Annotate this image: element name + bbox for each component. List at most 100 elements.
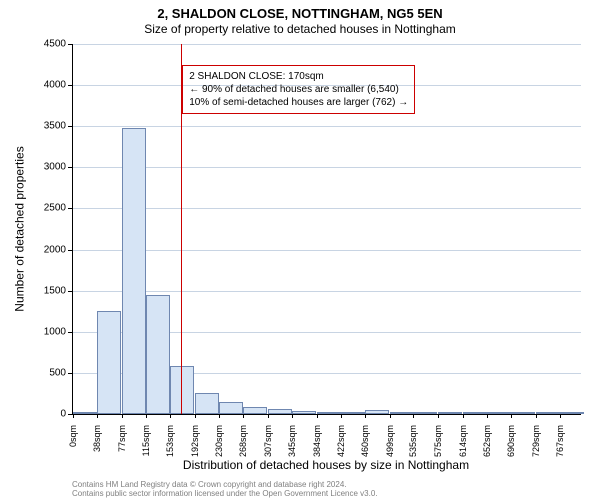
x-tick-label: 230sqm — [214, 419, 224, 457]
x-tick-label: 652sqm — [482, 419, 492, 457]
x-tick-mark — [195, 414, 196, 418]
y-tick-label: 500 — [6, 367, 66, 378]
x-tick-mark — [73, 414, 74, 418]
footer-line-1: Contains HM Land Registry data © Crown c… — [72, 480, 580, 489]
histogram-bar — [195, 393, 219, 414]
x-tick-mark — [317, 414, 318, 418]
gridline — [73, 126, 581, 127]
x-tick-label: 38sqm — [92, 419, 102, 452]
histogram-bar — [170, 366, 194, 414]
x-tick-label: 460sqm — [360, 419, 370, 457]
plot-area: 0sqm38sqm77sqm115sqm153sqm192sqm230sqm26… — [72, 44, 581, 415]
title-subtitle: Size of property relative to detached ho… — [0, 22, 600, 36]
histogram-bar — [413, 412, 437, 414]
y-tick-mark — [68, 332, 73, 333]
annotation-box: 2 SHALDON CLOSE: 170sqm← 90% of detached… — [182, 65, 415, 114]
x-tick-label: 192sqm — [190, 419, 200, 457]
annotation-line: 10% of semi-detached houses are larger (… — [189, 96, 408, 109]
x-tick-label: 614sqm — [458, 419, 468, 457]
histogram-bar — [365, 410, 389, 414]
y-tick-mark — [68, 85, 73, 86]
histogram-bar — [438, 412, 462, 414]
x-tick-mark — [390, 414, 391, 418]
histogram-bar — [268, 409, 292, 414]
x-tick-mark — [146, 414, 147, 418]
histogram-bar — [73, 412, 97, 414]
gridline — [73, 208, 581, 209]
y-tick-label: 4500 — [6, 39, 66, 50]
x-tick-mark — [97, 414, 98, 418]
histogram-bar — [122, 128, 146, 414]
x-tick-mark — [536, 414, 537, 418]
x-tick-label: 729sqm — [531, 419, 541, 457]
title-address: 2, SHALDON CLOSE, NOTTINGHAM, NG5 5EN — [0, 6, 600, 21]
histogram-bar — [536, 412, 560, 414]
y-tick-mark — [68, 126, 73, 127]
x-tick-label: 499sqm — [385, 419, 395, 457]
x-tick-mark — [219, 414, 220, 418]
gridline — [73, 250, 581, 251]
x-tick-label: 268sqm — [238, 419, 248, 457]
x-tick-label: 0sqm — [68, 419, 78, 447]
y-tick-label: 1000 — [6, 326, 66, 337]
x-tick-mark — [292, 414, 293, 418]
y-tick-mark — [68, 44, 73, 45]
annotation-line: ← 90% of detached houses are smaller (6,… — [189, 83, 408, 96]
histogram-bar — [560, 412, 584, 414]
histogram-bar — [97, 311, 121, 414]
x-tick-label: 575sqm — [433, 419, 443, 457]
y-tick-label: 3000 — [6, 162, 66, 173]
x-tick-mark — [511, 414, 512, 418]
y-tick-label: 4000 — [6, 80, 66, 91]
x-tick-mark — [365, 414, 366, 418]
x-tick-mark — [413, 414, 414, 418]
x-tick-mark — [487, 414, 488, 418]
y-tick-mark — [68, 250, 73, 251]
x-axis-label: Distribution of detached houses by size … — [72, 458, 580, 472]
histogram-bar — [487, 412, 511, 414]
y-tick-label: 3500 — [6, 121, 66, 132]
annotation-line: 2 SHALDON CLOSE: 170sqm — [189, 70, 408, 83]
histogram-bar — [317, 412, 341, 414]
y-axis-label: Number of detached properties — [12, 44, 28, 414]
x-tick-label: 77sqm — [117, 419, 127, 452]
gridline — [73, 291, 581, 292]
y-tick-mark — [68, 208, 73, 209]
x-tick-label: 345sqm — [287, 419, 297, 457]
footer-attribution: Contains HM Land Registry data © Crown c… — [72, 480, 580, 498]
gridline — [73, 167, 581, 168]
y-tick-mark — [68, 167, 73, 168]
histogram-bar — [292, 411, 316, 414]
x-tick-label: 307sqm — [263, 419, 273, 457]
y-tick-label: 1500 — [6, 285, 66, 296]
y-tick-label: 2500 — [6, 203, 66, 214]
x-tick-mark — [341, 414, 342, 418]
x-tick-label: 115sqm — [141, 419, 151, 456]
y-tick-label: 2000 — [6, 244, 66, 255]
histogram-bar — [511, 412, 535, 414]
histogram-bar — [390, 412, 414, 414]
x-tick-mark — [560, 414, 561, 418]
gridline — [73, 44, 581, 45]
x-tick-mark — [463, 414, 464, 418]
x-tick-mark — [243, 414, 244, 418]
x-tick-label: 153sqm — [165, 419, 175, 457]
chart-root: 2, SHALDON CLOSE, NOTTINGHAM, NG5 5EN Si… — [0, 0, 600, 500]
x-tick-label: 690sqm — [506, 419, 516, 457]
x-tick-mark — [268, 414, 269, 418]
histogram-bar — [463, 412, 487, 414]
histogram-bar — [146, 295, 170, 414]
x-tick-mark — [170, 414, 171, 418]
footer-line-2: Contains public sector information licen… — [72, 489, 580, 498]
y-tick-mark — [68, 373, 73, 374]
histogram-bar — [341, 412, 365, 414]
y-tick-mark — [68, 291, 73, 292]
histogram-bar — [243, 407, 267, 414]
x-tick-label: 535sqm — [408, 419, 418, 457]
histogram-bar — [219, 402, 243, 414]
y-tick-label: 0 — [6, 409, 66, 420]
x-tick-mark — [122, 414, 123, 418]
x-tick-mark — [438, 414, 439, 418]
x-tick-label: 767sqm — [555, 419, 565, 457]
x-tick-label: 422sqm — [336, 419, 346, 457]
